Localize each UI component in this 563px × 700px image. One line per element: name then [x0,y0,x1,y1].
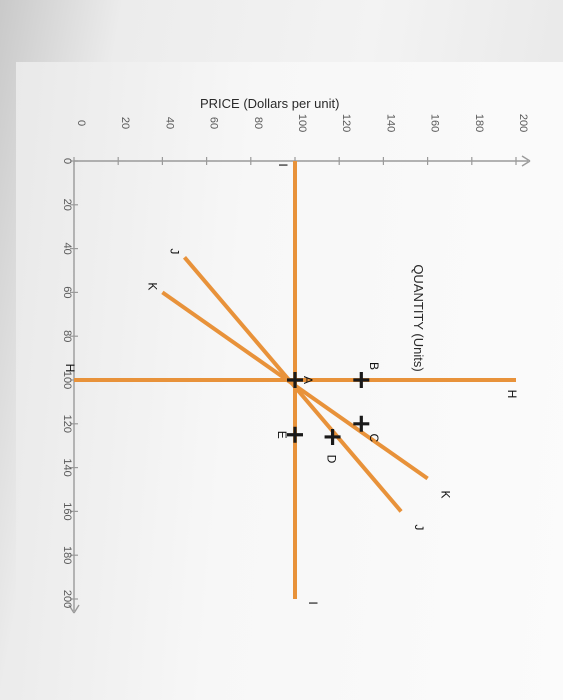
y-axis-title: PRICE (Dollars per unit) [200,96,339,111]
quantity-tick-label: 160 [61,502,73,520]
quantity-tick-label: 0 [61,158,73,164]
quantity-tick-label: 100 [61,371,73,389]
price-tick-label: 0 [75,120,87,126]
point-c-marker [353,415,370,432]
quantity-axis-arrow [68,604,80,614]
quantity-tick-label: 60 [61,286,73,298]
quantity-tick-label: 80 [61,330,73,342]
quantity-tick-label: 180 [61,546,73,564]
axes [68,155,531,614]
point-b-label: B [367,362,381,370]
price-tick-label: 160 [429,114,441,132]
curve-j-label-high: J [412,524,426,530]
quantity-tick-label: 20 [61,199,73,211]
curve-i-label-low: I [276,163,290,166]
curve-j-label-low: J [168,248,182,254]
x-axis-title: QUANTITY (Units) [411,264,426,371]
price-tick-label: 20 [119,117,131,129]
point-e-marker [287,426,303,443]
series-layer: H H I I J J K K [63,161,519,605]
point-b-marker [353,372,370,388]
tick-labels: 0 20 40 60 80 100 120 140 160 180 200 0 20 40 60 80 100 1… [61,114,529,608]
price-tick-label: 40 [163,117,175,129]
price-tick-label: 120 [340,114,352,132]
price-axis-arrow [521,155,531,167]
price-tick-label: 180 [473,114,485,132]
price-tick-label: 140 [384,114,396,132]
price-tick-label: 80 [252,117,264,129]
price-tick-label: 100 [296,114,308,132]
price-tick-label: 200 [517,114,529,132]
curve-h-label-high: H [505,390,519,399]
quantity-tick-label: 200 [61,590,73,608]
point-d-marker [324,428,341,445]
point-c-label: C [367,433,381,442]
quantity-tick-label: 120 [61,415,73,433]
point-e-label: E [275,431,289,439]
point-a-label: A [301,376,315,384]
curve-h-label-low: H [63,364,77,373]
curve-k-label-high: K [439,491,453,499]
curve-k-label-low: K [145,282,159,290]
point-a-marker [287,372,303,388]
price-tick-label: 60 [208,117,220,129]
curve-i-label-high: I [306,601,320,604]
point-d-label: D [324,455,338,464]
points-layer: A B C D E [275,362,381,464]
quantity-tick-label: 40 [61,242,73,254]
quantity-tick-label: 140 [61,458,73,476]
